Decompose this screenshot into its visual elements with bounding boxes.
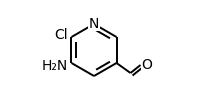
Text: Cl: Cl	[54, 28, 68, 42]
Text: N: N	[89, 17, 99, 31]
Text: O: O	[142, 58, 153, 72]
Text: H₂N: H₂N	[41, 59, 68, 73]
